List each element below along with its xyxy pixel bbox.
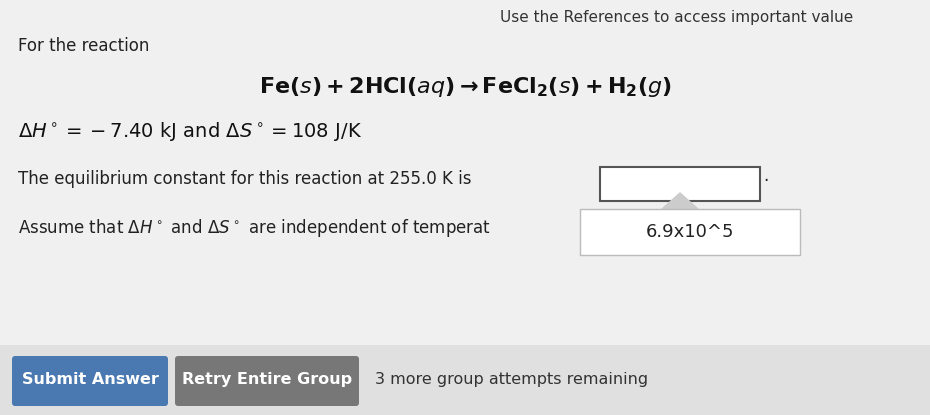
Text: $\Delta H^\circ = -7.40\ \mathrm{kJ\ and}\ \Delta S^\circ = 108\ \mathrm{J/K}$: $\Delta H^\circ = -7.40\ \mathrm{kJ\ and… [18, 120, 362, 143]
Text: Assume that $\Delta H^\circ$ and $\Delta S^\circ$ are independent of temperat: Assume that $\Delta H^\circ$ and $\Delta… [18, 217, 491, 239]
Text: The equilibrium constant for this reaction at 255.0 K is: The equilibrium constant for this reacti… [18, 170, 472, 188]
Text: $\mathbf{Fe(}$$s$$\mathbf{) + 2HCl(}$$aq$$\mathbf{) \rightarrow FeCl_2(}$$s$$\ma: $\mathbf{Fe(}$$s$$\mathbf{) + 2HCl(}$$aq… [259, 75, 671, 99]
Bar [0, 345, 930, 415]
FancyBboxPatch shape [175, 356, 359, 406]
Text: 3 more group attempts remaining: 3 more group attempts remaining [375, 371, 648, 386]
FancyBboxPatch shape [12, 356, 168, 406]
Text: .: . [763, 167, 768, 185]
Text: For the reaction: For the reaction [18, 37, 150, 55]
Text: 6.9x10^5: 6.9x10^5 [645, 223, 735, 241]
Text: Use the References to access important value: Use the References to access important v… [500, 10, 853, 25]
Text: Retry Entire Group: Retry Entire Group [182, 371, 352, 386]
Bar [580, 209, 800, 255]
Polygon shape [662, 193, 698, 209]
Bar [600, 167, 760, 201]
Text: Submit Answer: Submit Answer [21, 371, 158, 386]
